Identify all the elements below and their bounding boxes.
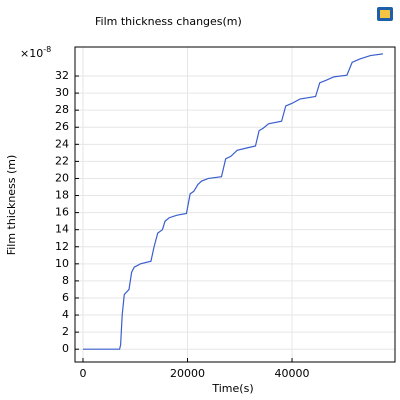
y-tick-label: 22 <box>55 154 69 167</box>
y-tick-label: 26 <box>55 120 69 133</box>
y-tick-label: 8 <box>62 274 69 287</box>
y-tick-label: 14 <box>55 223 69 236</box>
x-tick-label: 40000 <box>275 367 310 380</box>
x-tick-label: 0 <box>79 367 86 380</box>
y-axis-label: Film thickness (m) <box>5 155 18 256</box>
grid <box>75 47 395 362</box>
y-scale-label: ×10-8 <box>20 45 51 61</box>
data-line <box>83 53 384 350</box>
y-tick-label: 12 <box>55 240 69 253</box>
y-scale-exponent: -8 <box>43 45 51 54</box>
y-scale-base: ×10 <box>20 47 43 60</box>
y-tick-label: 32 <box>55 69 69 82</box>
y-tick-label: 28 <box>55 103 69 116</box>
x-axis-label: Time(s) <box>211 382 253 395</box>
y-tick-label: 10 <box>55 257 69 270</box>
icon-inner[interactable] <box>380 10 390 18</box>
y-tick-label: 16 <box>55 206 69 219</box>
y-tick-label: 24 <box>55 137 69 150</box>
y-tick-label: 20 <box>55 171 69 184</box>
export-icon[interactable] <box>377 7 393 21</box>
chart-title: Film thickness changes(m) <box>95 15 242 28</box>
y-tick-label: 2 <box>62 325 69 338</box>
y-tick-label: 18 <box>55 189 69 202</box>
plot-frame <box>74 46 396 363</box>
y-tick-label: 4 <box>62 308 69 321</box>
y-tick-label: 0 <box>62 342 69 355</box>
y-tick-label: 6 <box>62 291 69 304</box>
x-tick-label: 20000 <box>170 367 205 380</box>
y-tick-label: 30 <box>55 86 69 99</box>
